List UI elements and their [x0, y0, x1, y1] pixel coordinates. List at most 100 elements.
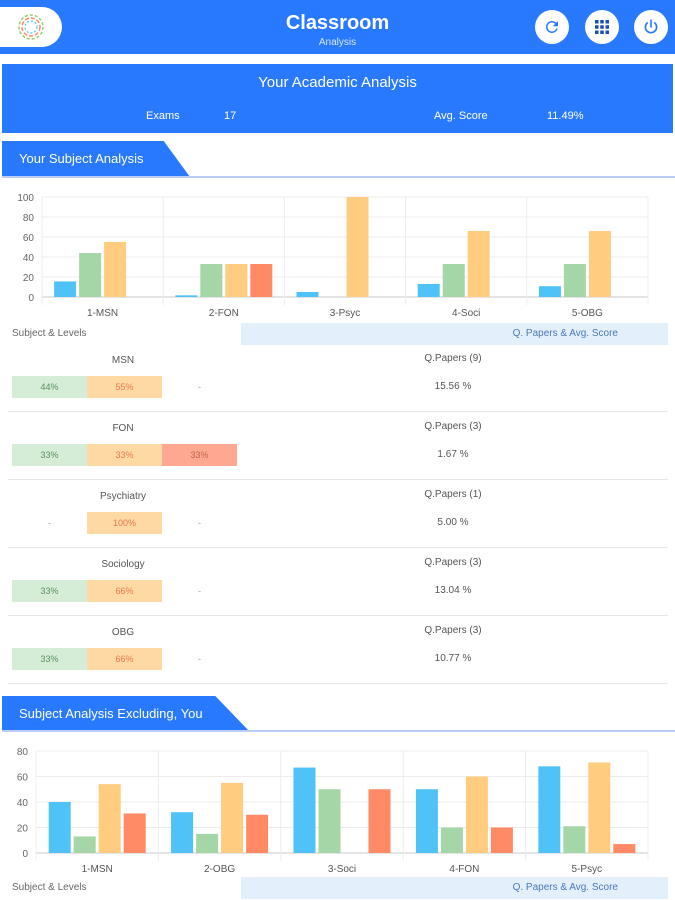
peer-subject-analysis-chart: 0 20 40 60 80 1-MSN 2-OBG 3-Soci 4-FON 5-Psyc	[17, 747, 649, 875]
level-3-percent: -	[198, 382, 201, 392]
subject-name: FON	[112, 423, 134, 434]
question-papers-count: Q.Papers (3)	[424, 625, 482, 636]
legend-papers-score: Q. Papers & Avg. Score	[241, 323, 668, 345]
bar-1-msn-series-4	[123, 813, 146, 853]
subject-row[interactable]: Psychiatry - 100% - Q.Papers (1) 5.00 %	[8, 480, 668, 548]
bar-4-soci-series-1	[417, 283, 440, 297]
bar-1-msn-series-1	[48, 802, 71, 853]
bar-4-fon-series-3	[465, 776, 488, 853]
grid-menu-icon	[595, 20, 609, 34]
subject-row[interactable]: OBG 33% 66% - Q.Papers (3) 10.77 %	[8, 616, 668, 684]
subject-name: MSN	[111, 355, 135, 366]
bar-5-psyc-series-4	[613, 844, 636, 853]
bar-2-obg-series-2	[196, 833, 219, 853]
app-header: Classroom Analysis	[0, 0, 675, 54]
bar-5-psyc-series-1	[538, 766, 561, 853]
legend-subject-levels: Subject & Levels	[12, 328, 87, 339]
y-tick-label: 20	[23, 273, 35, 284]
legend-papers-score: Q. Papers & Avg. Score	[241, 877, 668, 899]
y-tick-label: 20	[17, 824, 29, 835]
question-papers-count: Q.Papers (3)	[424, 421, 482, 432]
section-divider	[2, 730, 675, 732]
bar-5-obg-series-2	[563, 264, 586, 297]
level-1-percent: 33%	[12, 648, 87, 670]
y-tick-label: 40	[17, 798, 29, 809]
level-2-percent: 100%	[87, 512, 162, 534]
bar-4-soci-series-2	[442, 264, 465, 297]
level-1-percent: 33%	[12, 580, 87, 602]
table-legend-row: Subject & Levels Q. Papers & Avg. Score	[8, 877, 668, 899]
summary-title: Your Academic Analysis	[258, 74, 417, 91]
section-header-your-subject-analysis: Your Subject Analysis	[2, 141, 190, 177]
y-tick-label: 80	[17, 747, 29, 758]
level-2-percent: 55%	[87, 376, 162, 398]
app-title: Classroom	[285, 12, 390, 34]
x-tick-label: 5-OBG	[572, 308, 603, 319]
x-tick-label: 4-Soci	[452, 308, 480, 319]
bar-4-fon-series-4	[490, 827, 513, 853]
x-tick-label: 1-MSN	[82, 864, 113, 875]
question-papers-count: Q.Papers (1)	[424, 489, 482, 500]
bar-3-soci-series-4	[368, 789, 391, 853]
bar-3-psyc-series-3	[346, 197, 369, 297]
subject-row[interactable]: Sociology 33% 66% - Q.Papers (3) 13.04 %	[8, 548, 668, 616]
refresh-button[interactable]	[535, 10, 569, 44]
subject-name: Psychiatry	[99, 491, 147, 502]
bar-4-fon-series-2	[440, 827, 463, 853]
logo-button[interactable]	[0, 7, 62, 47]
bar-1-msn-series-3	[104, 242, 127, 297]
average-score: 5.00 %	[437, 517, 469, 528]
exams-label: Exams	[146, 110, 180, 122]
level-1-percent: 44%	[12, 376, 87, 398]
y-tick-label: 40	[23, 253, 35, 264]
x-tick-label: 3-Psyc	[330, 308, 361, 319]
question-papers-count: Q.Papers (3)	[424, 557, 482, 568]
level-1-percent: -	[48, 518, 51, 528]
menu-grid-button[interactable]	[585, 10, 619, 44]
y-tick-label: 80	[23, 213, 35, 224]
table-legend-row: Subject & Levels Q. Papers & Avg. Score	[8, 323, 668, 345]
bar-5-psyc-series-2	[563, 826, 586, 853]
bar-4-soci-series-3	[467, 231, 490, 297]
logout-button[interactable]	[634, 10, 668, 44]
x-tick-label: 1-MSN	[87, 308, 118, 319]
average-score: 13.04 %	[434, 585, 472, 596]
question-papers-count: Q.Papers (9)	[424, 353, 482, 364]
bar-2-fon-series-1	[175, 295, 198, 297]
level-2-percent: 66%	[87, 648, 162, 670]
x-tick-label: 5-Psyc	[572, 864, 603, 875]
level-1-percent: 33%	[12, 444, 87, 466]
bar-1-msn-series-2	[73, 836, 96, 853]
bar-5-obg-series-1	[538, 286, 561, 297]
bar-5-obg-series-3	[588, 231, 611, 297]
section-divider	[2, 176, 675, 178]
bar-2-obg-series-1	[171, 812, 194, 853]
y-tick-label: 0	[22, 849, 28, 860]
level-3-percent: -	[198, 586, 201, 596]
subject-row[interactable]: FON 33% 33% 33% Q.Papers (3) 1.67 %	[8, 412, 668, 480]
subject-row[interactable]: MSN 44% 55% - Q.Papers (9) 15.56 %	[8, 344, 668, 412]
x-tick-label: 4-FON	[449, 864, 479, 875]
level-2-percent: 33%	[87, 444, 162, 466]
level-2-percent: 66%	[87, 580, 162, 602]
x-tick-label: 2-OBG	[204, 864, 235, 875]
section-header-excluding-you: Subject Analysis Excluding, You	[2, 696, 250, 732]
average-score: 1.67 %	[437, 449, 469, 460]
academic-summary-panel: Your Academic Analysis Exams 17 Avg. Sco…	[2, 64, 673, 133]
logo-icon	[18, 14, 44, 40]
bar-1-msn-series-1	[54, 281, 77, 297]
subject-name: Sociology	[101, 559, 145, 570]
app-subtitle: Analysis	[318, 37, 357, 48]
y-tick-label: 100	[17, 193, 34, 204]
bar-2-obg-series-4	[246, 814, 269, 853]
legend-subject-levels: Subject & Levels	[12, 882, 87, 893]
avg-score-value: 11.49%	[547, 110, 584, 122]
y-tick-label: 60	[17, 773, 29, 784]
power-icon	[644, 19, 658, 34]
avg-score-label: Avg. Score	[434, 110, 488, 122]
average-score: 15.56 %	[434, 381, 472, 392]
bar-2-fon-series-4	[250, 264, 273, 297]
bar-4-fon-series-1	[415, 789, 438, 853]
refresh-icon	[545, 20, 558, 33]
bar-1-msn-series-2	[79, 253, 102, 297]
